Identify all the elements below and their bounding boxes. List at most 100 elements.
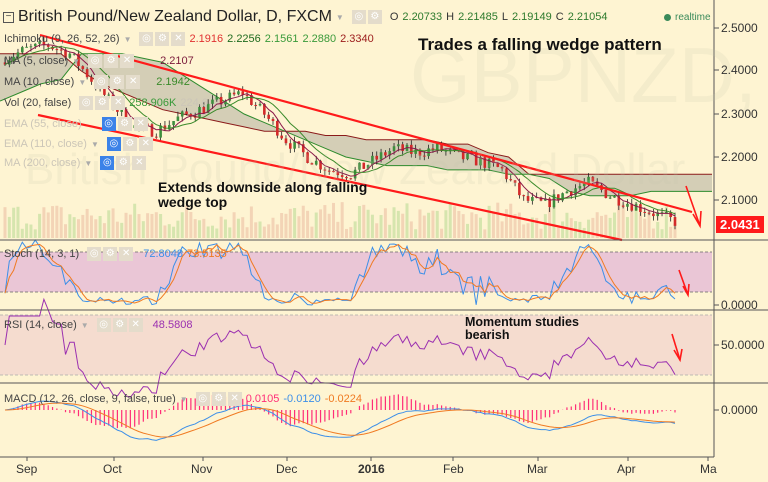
legend-stoch[interactable]: Stoch (14, 3, 1) ◎ ⚙ ✕ 72.8048 73.5135 — [4, 247, 227, 261]
legend-vol[interactable]: Vol (20, false) ◎ ⚙ ✕ 258.906K 224.6 — [4, 96, 208, 110]
candle-body — [64, 49, 67, 58]
visibility-icon[interactable]: ◎ — [79, 96, 94, 110]
candle-body — [621, 205, 625, 207]
volume-bar — [185, 205, 189, 238]
close-icon[interactable]: ✕ — [132, 156, 147, 170]
candle-body — [401, 144, 404, 151]
volume-bar — [565, 212, 569, 238]
volume-bar — [375, 223, 379, 238]
stoch-label[interactable]: Stoch (14, 3, 1) — [4, 248, 80, 260]
gear-icon[interactable]: ⚙ — [155, 32, 170, 46]
candle-body — [323, 169, 327, 171]
volume-bar — [435, 210, 439, 238]
candle-body — [595, 181, 599, 186]
chevron-down-icon[interactable]: ▼ — [80, 320, 89, 330]
close-icon[interactable]: ✕ — [111, 96, 126, 110]
close-icon[interactable]: ✕ — [126, 75, 141, 89]
legend-ma5[interactable]: MA (5, close) ▼ ◎ ⚙ ✕ 2.2107 — [4, 54, 194, 68]
candle-body — [591, 176, 595, 182]
candle-body — [150, 124, 154, 137]
candle-body — [72, 53, 76, 55]
ema110-label[interactable]: EMA (110, close) — [4, 138, 87, 150]
ema55-label[interactable]: EMA (55, close) — [4, 118, 82, 130]
gear-icon[interactable]: ⚙ — [122, 137, 137, 151]
close-icon[interactable]: ✕ — [171, 32, 186, 46]
ma5-label[interactable]: MA (5, close) — [4, 55, 69, 67]
visibility-icon[interactable]: ◎ — [88, 54, 103, 68]
volume-bar — [587, 219, 591, 238]
volume-bar — [418, 209, 422, 238]
open-value: 2.20733 — [402, 11, 443, 23]
gear-icon[interactable]: ⚙ — [104, 54, 119, 68]
volume-bar — [202, 218, 206, 238]
chevron-down-icon[interactable]: ▼ — [123, 34, 132, 44]
visibility-icon[interactable]: ◎ — [106, 137, 121, 151]
chevron-down-icon[interactable]: ▼ — [78, 77, 87, 87]
volume-bar — [94, 219, 98, 238]
candle-body — [474, 153, 478, 166]
gear-icon[interactable]: ⚙ — [117, 117, 132, 131]
visibility-icon[interactable]: ◎ — [101, 117, 116, 131]
chevron-down-icon[interactable]: ▼ — [335, 12, 344, 22]
chevron-down-icon[interactable]: ▼ — [84, 158, 93, 168]
close-icon[interactable]: ✕ — [119, 247, 134, 261]
gear-icon[interactable]: ⚙ — [103, 247, 118, 261]
stoch-band — [0, 252, 712, 292]
vol-label[interactable]: Vol (20, false) — [4, 97, 72, 109]
close-icon[interactable]: ✕ — [128, 318, 143, 332]
visibility-icon[interactable]: ◎ — [87, 247, 102, 261]
visibility-icon[interactable]: ◎ — [195, 392, 210, 406]
close-icon[interactable]: ✕ — [120, 54, 135, 68]
candle-body — [647, 212, 651, 214]
candle-body — [288, 143, 292, 149]
chevron-down-icon[interactable]: ▼ — [72, 56, 81, 66]
candle-body — [613, 195, 616, 198]
gear-icon[interactable]: ⚙ — [367, 10, 382, 24]
candle-body — [59, 49, 63, 51]
candle-body — [193, 116, 197, 118]
candle-body — [42, 41, 46, 46]
ichimoku-label[interactable]: Ichimoku (9, 26, 52, 26) — [4, 33, 120, 45]
macd-label[interactable]: MACD (12, 26, close, 9, false, true) — [4, 393, 176, 405]
gear-icon[interactable]: ⚙ — [110, 75, 125, 89]
collapse-icon[interactable]: − — [3, 11, 14, 23]
legend-ma200[interactable]: MA (200, close) ▼ ◎ ⚙ ✕ — [4, 156, 147, 170]
chevron-down-icon[interactable]: ▼ — [179, 394, 188, 404]
visibility-icon[interactable]: ◎ — [351, 10, 366, 24]
volume-bar — [630, 206, 634, 238]
close-icon[interactable]: ✕ — [138, 137, 153, 151]
volume-bar — [180, 212, 184, 238]
chevron-down-icon[interactable]: ▼ — [90, 139, 99, 149]
legend-macd[interactable]: MACD (12, 26, close, 9, false, true) ▼ ◎ ⚙ ✕… — [4, 392, 362, 406]
visibility-icon[interactable]: ◎ — [94, 75, 109, 89]
volume-bar — [12, 207, 16, 238]
volume-bar — [530, 217, 534, 238]
volume-bar — [314, 212, 318, 238]
close-icon[interactable]: ✕ — [133, 117, 148, 131]
legend-ema55[interactable]: EMA (55, close) ◎ ⚙ ✕ — [4, 117, 148, 131]
gear-icon[interactable]: ⚙ — [116, 156, 131, 170]
candle-body — [669, 211, 672, 218]
volume-bar — [457, 210, 461, 238]
legend-ichimoku[interactable]: Ichimoku (9, 26, 52, 26) ▼ ◎ ⚙ ✕ 2.1916 2.2… — [4, 32, 374, 46]
legend-ma10[interactable]: MA (10, close) ▼ ◎ ⚙ ✕ 2.1942 — [4, 75, 190, 89]
gear-icon[interactable]: ⚙ — [112, 318, 127, 332]
legend-rsi[interactable]: RSI (14, close) ▼ ◎ ⚙ ✕ 48.5808 — [4, 318, 192, 332]
visibility-icon[interactable]: ◎ — [100, 156, 115, 170]
visibility-icon[interactable]: ◎ — [96, 318, 111, 332]
candle-body — [431, 148, 435, 150]
close-icon[interactable]: ✕ — [227, 392, 242, 406]
volume-bar — [383, 208, 387, 238]
legend-ema110[interactable]: EMA (110, close) ▼ ◎ ⚙ ✕ — [4, 137, 153, 151]
ma10-label[interactable]: MA (10, close) — [4, 76, 75, 88]
visibility-icon[interactable]: ◎ — [139, 32, 154, 46]
symbol-title[interactable]: British Pound/New Zealand Dollar, D, FXC… — [18, 8, 332, 25]
ma200-label[interactable]: MA (200, close) — [4, 157, 81, 169]
volume-bar — [284, 213, 288, 238]
rsi-label[interactable]: RSI (14, close) — [4, 319, 77, 331]
volume-bar — [172, 226, 176, 238]
candle-body — [280, 135, 283, 139]
gear-icon[interactable]: ⚙ — [95, 96, 110, 110]
candle-body — [124, 109, 128, 124]
gear-icon[interactable]: ⚙ — [211, 392, 226, 406]
